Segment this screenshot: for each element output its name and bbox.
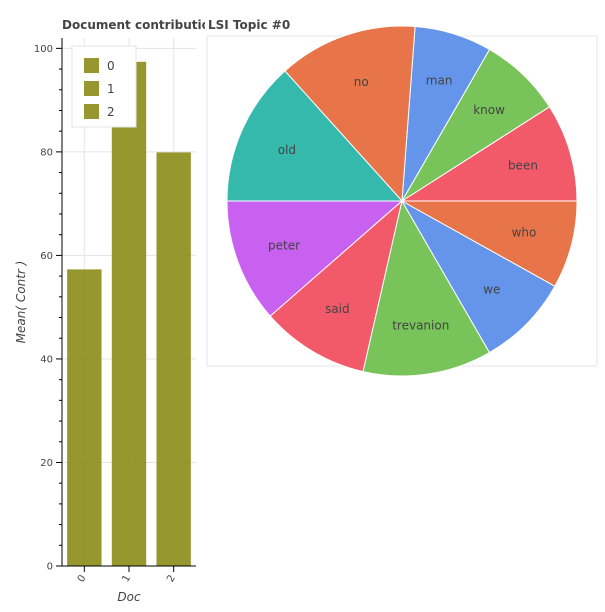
pie-slice-label: trevanion: [392, 319, 449, 333]
bar-doc-2: [156, 152, 191, 566]
y-tick-label: 20: [40, 458, 53, 469]
y-tick-label: 80: [40, 147, 53, 158]
pie-slice-label: old: [278, 143, 296, 157]
pie-chart: LSI Topic #0 been know man no old peter said tr…: [206, 18, 598, 377]
pie-slice-no: [284, 25, 416, 203]
pie-slice-label: we: [483, 282, 500, 296]
pie-slice-labels: been know man no old peter said trevanion we who: [268, 74, 538, 333]
pie-slice-label: said: [325, 302, 350, 316]
y-tick-label: 40: [40, 354, 53, 365]
bar-doc-0: [67, 269, 102, 566]
y-tick-label: 100: [34, 44, 53, 55]
bar-axes: [56, 38, 196, 572]
pie-chart-title: LSI Topic #0: [208, 18, 290, 32]
legend-label: 1: [107, 82, 115, 96]
legend-label: 0: [107, 59, 115, 73]
legend-swatch: [84, 58, 99, 73]
legend-label: 2: [107, 105, 115, 119]
pie-slice-label: know: [473, 103, 505, 117]
x-tick-label: 2: [165, 573, 178, 584]
legend-swatch: [84, 104, 99, 119]
legend-box: [71, 45, 137, 128]
legend-swatch: [84, 81, 99, 96]
pie-slice-label: no: [354, 75, 369, 89]
pie-slice-label: been: [508, 159, 538, 173]
pie-slice-old: [226, 70, 404, 202]
x-tick-label: 0: [76, 573, 89, 584]
x-tick-label: 1: [120, 573, 133, 584]
pie-slice-label: man: [426, 74, 453, 88]
pie-slice-trevanion: [362, 199, 491, 377]
bar-doc-1: [111, 61, 147, 566]
bar-legend: 0 1 2: [71, 45, 137, 128]
pie-slice-label: peter: [268, 238, 300, 252]
pie-chart-panel: LSI Topic #0 been know man no old peter said tr…: [205, 0, 605, 380]
pie-slice-who: [400, 200, 578, 287]
y-tick-label: 60: [40, 251, 53, 262]
y-tick-label: 0: [47, 562, 53, 573]
pie-slice-label: who: [512, 226, 537, 240]
pie-slices: [226, 25, 578, 377]
pie-slice-said: [269, 199, 403, 373]
bar-chart-panel: Document contribution 0 20 40 60 80 100 0 1 2 Do…: [0, 0, 205, 612]
y-axis-label: Mean( Contr ): [14, 261, 28, 344]
bar-chart-title: Document contribution: [62, 18, 205, 32]
pie-slice-been: [400, 106, 578, 202]
pie-slice-we: [400, 199, 556, 354]
bar-series: [67, 61, 191, 566]
x-axis-label: Doc: [117, 590, 141, 604]
pie-slice-peter: [226, 200, 404, 317]
